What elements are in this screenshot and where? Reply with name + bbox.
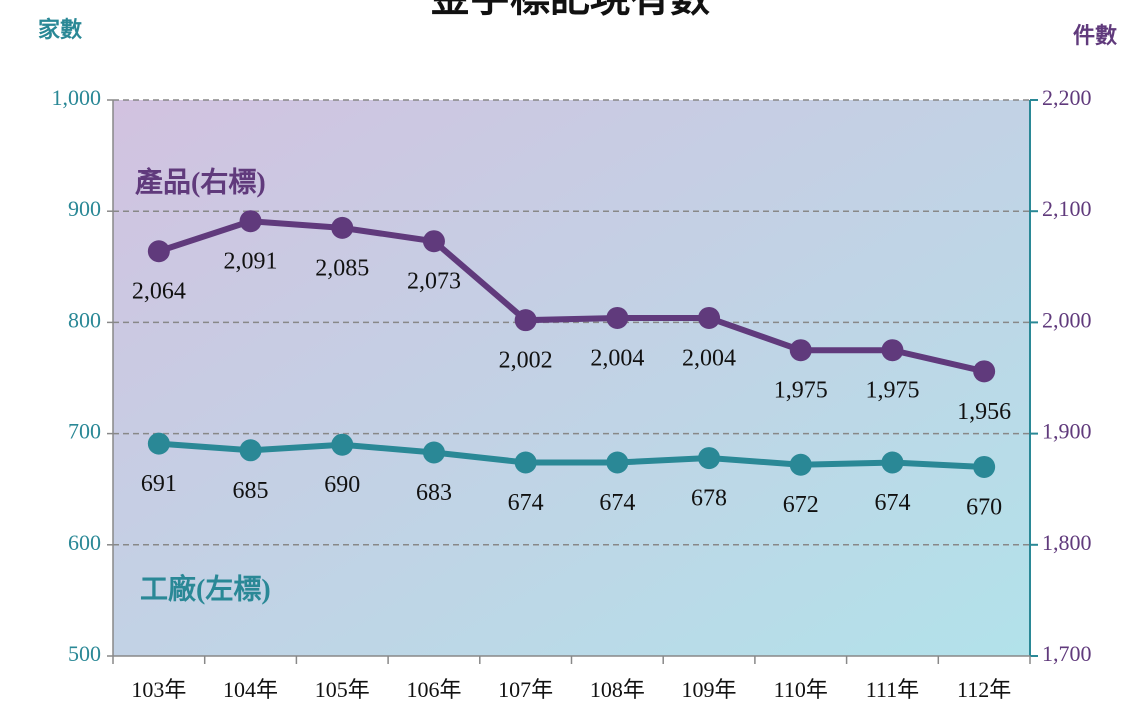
y2-tick-label: 2,100 bbox=[1042, 196, 1092, 221]
data-point bbox=[881, 451, 904, 474]
data-label: 674 bbox=[599, 490, 635, 516]
y2-tick-label: 2,000 bbox=[1042, 307, 1092, 332]
data-point bbox=[514, 309, 537, 332]
data-label: 685 bbox=[233, 478, 269, 504]
x-tick-label: 105年 bbox=[315, 677, 370, 702]
series-line bbox=[158, 440, 985, 470]
data-label: 2,073 bbox=[407, 269, 461, 295]
data-point bbox=[973, 455, 996, 478]
legend-label: 工廠(左標) bbox=[140, 572, 271, 605]
data-point bbox=[147, 432, 170, 455]
data-point bbox=[239, 210, 262, 233]
data-point bbox=[789, 339, 812, 362]
y-tick-label: 600 bbox=[68, 530, 101, 555]
data-point bbox=[422, 230, 445, 253]
data-point bbox=[147, 240, 170, 263]
data-label: 1,956 bbox=[957, 399, 1011, 425]
y2-tick-label: 1,800 bbox=[1042, 530, 1092, 555]
x-tick-label: 104年 bbox=[223, 677, 278, 702]
data-label: 690 bbox=[324, 472, 360, 498]
data-label: 691 bbox=[141, 471, 177, 497]
x-tick-label: 106年 bbox=[406, 677, 461, 702]
y-tick-label: 900 bbox=[68, 196, 101, 221]
data-point bbox=[239, 439, 262, 462]
y-tick-label: 500 bbox=[68, 641, 101, 666]
data-label: 672 bbox=[783, 492, 819, 518]
data-point bbox=[606, 451, 629, 474]
x-tick-label: 110年 bbox=[774, 677, 828, 702]
x-tick-label: 112年 bbox=[957, 677, 1011, 702]
y-tick-label: 700 bbox=[68, 419, 101, 444]
data-label: 670 bbox=[966, 494, 1002, 520]
y2-axis-label: 件數 bbox=[1073, 23, 1117, 48]
y2-tick-label: 2,200 bbox=[1042, 85, 1092, 110]
x-tick-label: 109年 bbox=[682, 677, 737, 702]
x-tick-label: 111年 bbox=[866, 677, 919, 702]
data-label: 2,002 bbox=[499, 348, 553, 374]
data-point bbox=[698, 306, 721, 329]
data-label: 683 bbox=[416, 480, 452, 506]
data-point bbox=[789, 453, 812, 476]
data-point bbox=[973, 360, 996, 383]
x-tick-label: 108年 bbox=[590, 677, 645, 702]
legend-label: 產品(右標) bbox=[135, 165, 266, 198]
y2-tick-label: 1,700 bbox=[1042, 641, 1092, 666]
chart-title: 金字標記現有數 bbox=[429, 0, 710, 20]
data-point bbox=[514, 451, 537, 474]
y-tick-label: 800 bbox=[68, 307, 101, 332]
x-tick-label: 103年 bbox=[131, 677, 186, 702]
data-label: 674 bbox=[874, 490, 910, 516]
data-point bbox=[331, 433, 354, 456]
y-axis-label: 家數 bbox=[38, 17, 82, 42]
data-label: 2,091 bbox=[224, 249, 278, 275]
data-point bbox=[422, 441, 445, 464]
y-tick-label: 1,000 bbox=[52, 85, 102, 110]
data-point bbox=[698, 447, 721, 470]
data-label: 2,064 bbox=[132, 279, 186, 305]
data-point bbox=[881, 339, 904, 362]
data-label: 1,975 bbox=[774, 378, 828, 404]
plot-area bbox=[113, 100, 1030, 656]
y2-tick-label: 1,900 bbox=[1042, 419, 1092, 444]
x-tick-label: 107年 bbox=[498, 677, 553, 702]
data-label: 1,975 bbox=[865, 378, 919, 404]
data-label: 674 bbox=[508, 490, 544, 516]
series-line bbox=[157, 218, 985, 375]
data-label: 2,004 bbox=[682, 345, 736, 371]
data-point bbox=[331, 216, 354, 239]
data-label: 2,004 bbox=[590, 345, 644, 371]
data-label: 678 bbox=[691, 486, 727, 512]
data-label: 2,085 bbox=[315, 255, 369, 281]
data-point bbox=[606, 306, 629, 329]
